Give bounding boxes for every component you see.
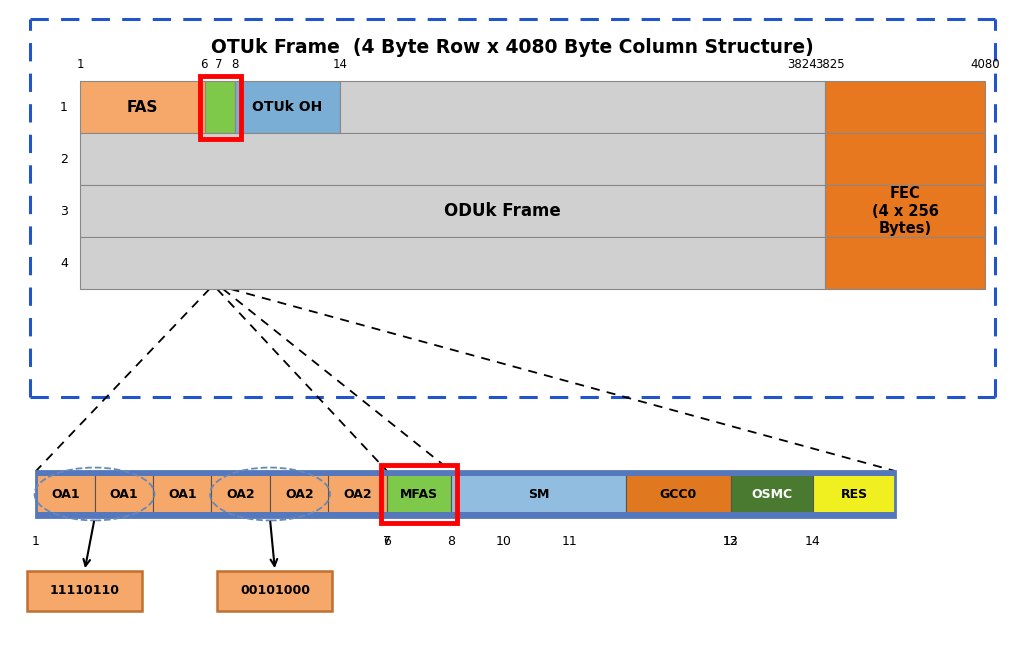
Bar [30,19,995,397]
Text: 3: 3 [60,205,68,217]
Text: 4080: 4080 [970,58,999,71]
Text: 8: 8 [447,535,455,548]
Text: 10: 10 [496,535,511,548]
Text: OA2: OA2 [226,488,255,500]
Text: 12: 12 [723,535,739,548]
Text: OA1: OA1 [168,488,197,500]
Text: 4: 4 [60,256,68,270]
Text: 6: 6 [201,58,208,71]
Bar [270,471,329,517]
Text: 6: 6 [383,535,391,548]
Text: 3824: 3824 [787,58,817,71]
Bar [731,471,813,517]
Bar [80,185,825,237]
Bar [217,571,333,611]
Bar [381,465,457,523]
Bar [94,471,153,517]
Text: 3825: 3825 [815,58,845,71]
Text: 8: 8 [231,58,239,71]
Text: 13: 13 [723,535,739,548]
Text: 11110110: 11110110 [49,585,120,597]
Bar [80,133,825,185]
Text: 14: 14 [333,58,347,71]
Bar [340,81,825,133]
Bar [329,471,387,517]
Bar [212,471,270,517]
Text: OA1: OA1 [51,488,80,500]
Bar [205,81,234,133]
Bar [387,471,451,517]
Text: 11: 11 [562,535,578,548]
Text: 1: 1 [32,535,40,548]
Bar [36,512,895,517]
Text: ODUk Frame: ODUk Frame [444,202,561,220]
Bar [825,133,985,185]
Text: OTUk Frame  (4 Byte Row x 4080 Byte Column Structure): OTUk Frame (4 Byte Row x 4080 Byte Colum… [211,37,814,56]
Text: OA1: OA1 [110,488,138,500]
Bar [36,471,94,517]
Text: 14: 14 [805,535,821,548]
Bar [80,81,205,133]
Bar [825,81,985,133]
Bar [153,471,212,517]
Text: OSMC: OSMC [752,488,793,500]
Bar [27,571,142,611]
Text: OTUk OH: OTUk OH [252,100,323,114]
Text: FEC
(4 x 256
Bytes): FEC (4 x 256 Bytes) [871,186,938,236]
Text: GCC0: GCC0 [659,488,697,500]
Bar [825,185,985,237]
Bar [36,471,895,476]
Text: OA2: OA2 [343,488,372,500]
Text: RES: RES [841,488,867,500]
Text: 00101000: 00101000 [240,585,310,597]
Bar [200,76,241,138]
Bar [626,471,731,517]
Bar [80,237,825,289]
Text: 7: 7 [383,535,391,548]
Bar [825,237,985,289]
Bar [451,471,626,517]
Bar [36,471,895,517]
Text: 2: 2 [60,153,68,165]
Text: 7: 7 [215,58,222,71]
Text: SM: SM [527,488,549,500]
Bar [813,471,895,517]
Text: MFAS: MFAS [400,488,438,500]
Text: 1: 1 [76,58,84,71]
Text: FAS: FAS [127,100,158,114]
Text: 1: 1 [60,100,68,114]
Text: OA2: OA2 [285,488,313,500]
Bar [234,81,340,133]
